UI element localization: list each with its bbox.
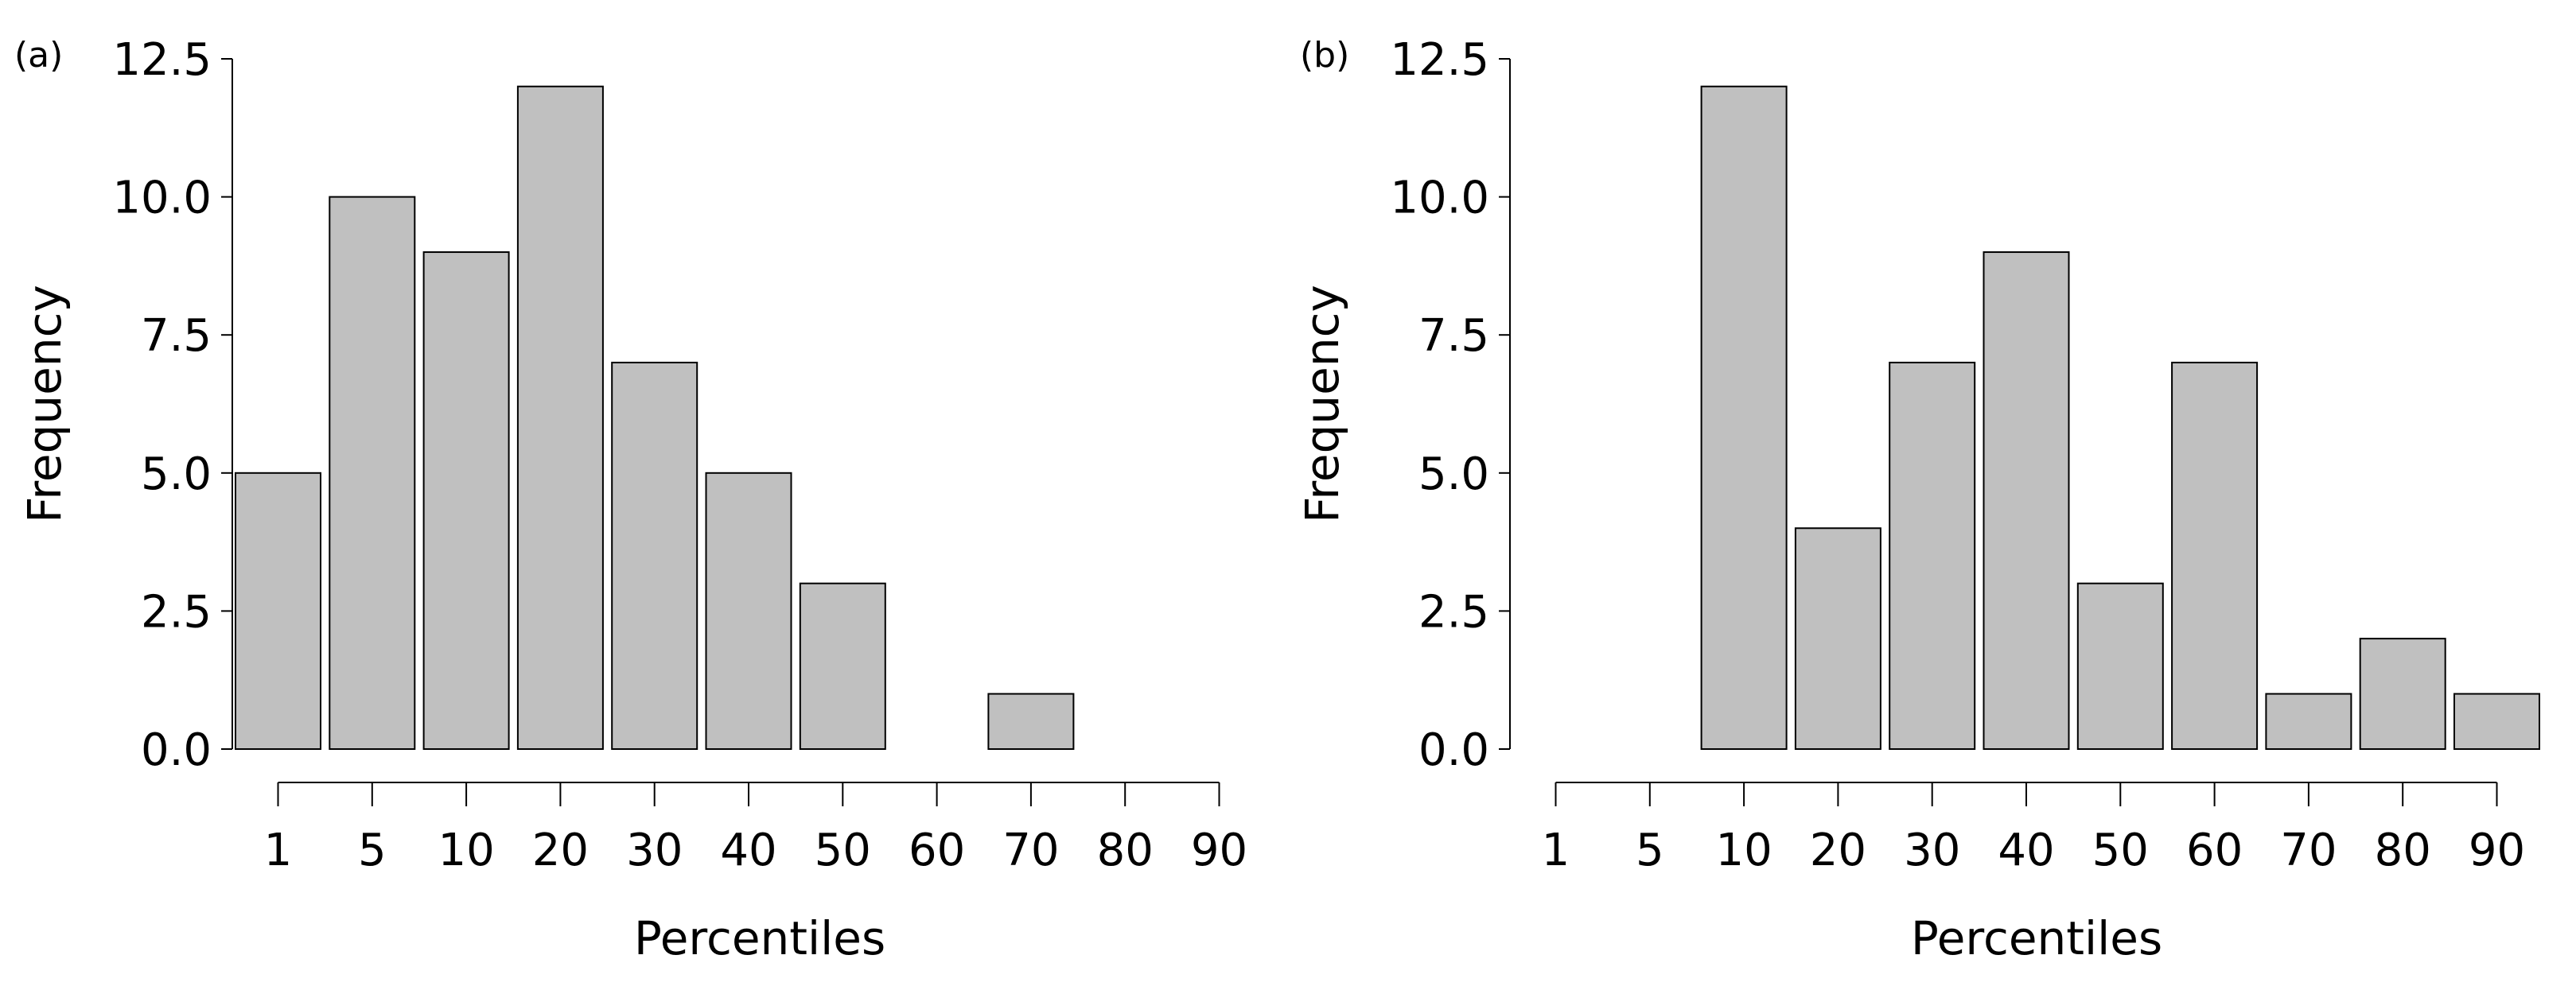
x-tick-label: 50 bbox=[815, 825, 871, 876]
y-tick-label: 0.0 bbox=[1418, 724, 1489, 776]
x-tick-label: 80 bbox=[1097, 825, 1154, 876]
y-axis-title: Frequency bbox=[1295, 285, 1349, 523]
y-tick-label: 10.0 bbox=[1390, 173, 1489, 224]
bar-40 bbox=[705, 472, 792, 750]
y-tick-label: 5.0 bbox=[1418, 448, 1489, 500]
y-tick-label: 12.5 bbox=[112, 34, 212, 86]
x-tick-label: 50 bbox=[2092, 825, 2149, 876]
x-tick-label: 70 bbox=[1002, 825, 1059, 876]
x-tick-label: 10 bbox=[1715, 825, 1772, 876]
x-tick-label: 40 bbox=[720, 825, 776, 876]
bar-60 bbox=[2171, 361, 2259, 750]
y-tick-label: 2.5 bbox=[141, 586, 212, 638]
y-tick-label: 5.0 bbox=[141, 448, 212, 500]
bar-70 bbox=[987, 693, 1075, 750]
y-tick-label: 7.5 bbox=[1418, 310, 1489, 362]
y-tick-label: 0.0 bbox=[141, 724, 212, 776]
panel-label: (b) bbox=[1300, 35, 1349, 76]
bar-5 bbox=[329, 196, 416, 751]
x-tick-label: 70 bbox=[2280, 825, 2337, 876]
y-tick-label: 2.5 bbox=[1418, 586, 1489, 638]
bar-10 bbox=[422, 251, 510, 751]
x-tick-label: 90 bbox=[2469, 825, 2525, 876]
x-tick-label: 60 bbox=[2186, 825, 2243, 876]
y-axis-title: Frequency bbox=[18, 285, 72, 523]
x-tick-label: 60 bbox=[909, 825, 965, 876]
y-tick-label: 12.5 bbox=[1390, 34, 1489, 86]
bar-40 bbox=[1983, 251, 2070, 751]
bar-30 bbox=[1889, 361, 1976, 750]
x-tick-label: 1 bbox=[1542, 825, 1570, 876]
chart-panel-b: (b) 0.0 2.5 5.0 7.5 10.0 12.5 Frequency 1 5 10 20 30… bbox=[1295, 34, 2540, 965]
bar-50 bbox=[799, 582, 886, 750]
bar-20 bbox=[1794, 527, 1881, 750]
bar-10 bbox=[1700, 85, 1788, 751]
chart-panel-a: (a) 0.0 2.5 5.0 7.5 10.0 12.5 Frequency 1 5 10 20 30… bbox=[14, 34, 1247, 965]
panel-label: (a) bbox=[14, 35, 63, 76]
x-tick-label: 5 bbox=[1636, 825, 1664, 876]
x-tick-label: 80 bbox=[2375, 825, 2431, 876]
y-tick-label: 7.5 bbox=[141, 310, 212, 362]
x-tick-label: 20 bbox=[1810, 825, 1866, 876]
y-tick-label: 10.0 bbox=[112, 173, 212, 224]
x-tick-label: 30 bbox=[626, 825, 683, 876]
x-tick-label: 5 bbox=[358, 825, 387, 876]
bar-70 bbox=[2265, 693, 2352, 750]
bar-90 bbox=[2453, 693, 2540, 750]
bar-1 bbox=[235, 472, 321, 750]
x-tick-label: 10 bbox=[438, 825, 494, 876]
x-tick-label: 1 bbox=[264, 825, 293, 876]
bar-30 bbox=[611, 361, 698, 750]
bar-20 bbox=[516, 85, 604, 751]
bar-80 bbox=[2359, 638, 2446, 750]
x-tick-label: 40 bbox=[1998, 825, 2054, 876]
x-axis-title: Percentiles bbox=[1911, 911, 2162, 965]
x-tick-label: 20 bbox=[532, 825, 589, 876]
x-tick-label: 30 bbox=[1904, 825, 1960, 876]
x-tick-label: 90 bbox=[1191, 825, 1247, 876]
x-axis-title: Percentiles bbox=[634, 911, 885, 965]
bar-50 bbox=[2076, 582, 2164, 750]
